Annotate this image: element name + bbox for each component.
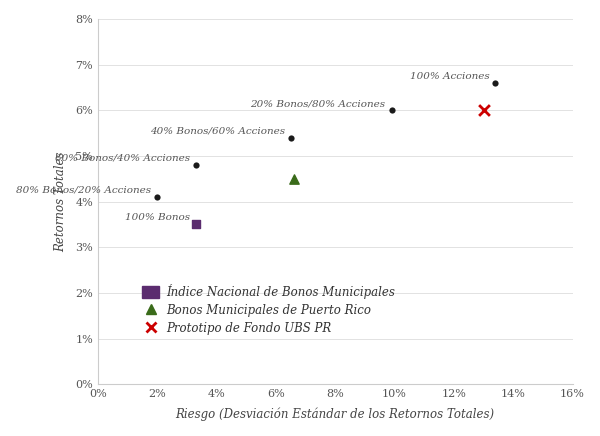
Text: 60% Bonos/40% Acciones: 60% Bonos/40% Acciones [55,154,190,163]
Point [191,221,200,228]
Point [289,175,298,182]
Text: 80% Bonos/20% Acciones: 80% Bonos/20% Acciones [16,186,151,195]
Point [152,194,162,201]
Point [286,134,295,141]
X-axis label: Riesgo (Desviación Estándar de los Retornos Totales): Riesgo (Desviación Estándar de los Retor… [176,408,495,421]
Point [191,162,200,169]
Point [387,107,397,114]
Y-axis label: Retornos Totales: Retornos Totales [54,151,67,252]
Text: 20% Bonos/80% Acciones: 20% Bonos/80% Acciones [251,99,386,108]
Text: 40% Bonos/60% Acciones: 40% Bonos/60% Acciones [149,126,285,136]
Point [191,221,200,228]
Legend: Índice Nacional de Bonos Municipales, Bonos Municipales de Puerto Rico, Prototip: Índice Nacional de Bonos Municipales, Bo… [142,284,395,334]
Text: 100% Acciones: 100% Acciones [410,72,490,81]
Point [491,79,500,86]
Text: 100% Bonos: 100% Bonos [125,213,190,222]
Point [479,107,488,114]
